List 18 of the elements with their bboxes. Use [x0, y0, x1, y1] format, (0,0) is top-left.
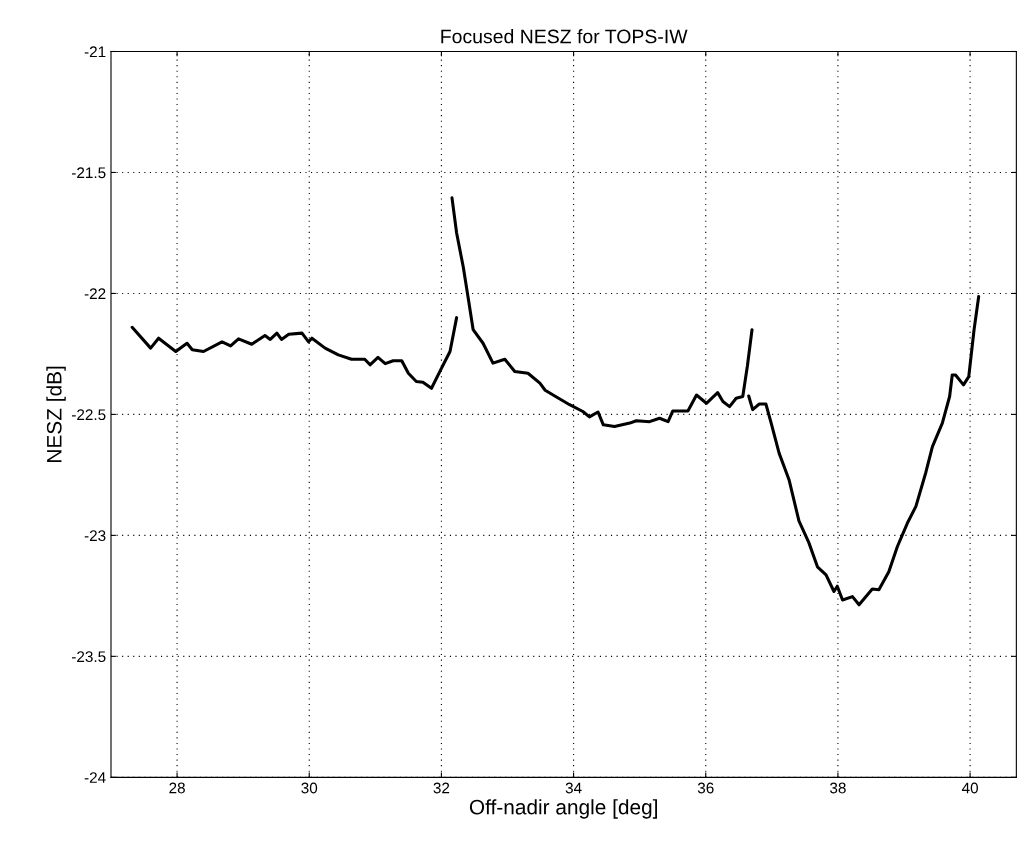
x-tick-label: 30: [301, 782, 318, 794]
y-tick-label: -22.5: [71, 409, 106, 421]
line-series: [130, 316, 459, 390]
y-axis-title: NESZ [dB]: [46, 366, 66, 462]
chart-title: Focused NESZ for TOPS-IW: [441, 29, 688, 44]
x-tick-label: 40: [961, 782, 978, 794]
x-axis-title: Off-nadir angle [deg]: [469, 799, 657, 819]
x-tick-label: 38: [830, 782, 846, 794]
y-tick-label: -23: [84, 530, 106, 542]
y-tick-label: -22: [84, 288, 106, 299]
y-tick-label: -21.5: [71, 167, 106, 179]
y-tick-label: -24: [84, 772, 106, 783]
y-tick-label: -21: [84, 46, 106, 58]
x-tick-label: 28: [169, 782, 185, 794]
x-tick-label: 36: [697, 782, 714, 794]
y-tick-label: -23.5: [71, 651, 106, 663]
x-tick-label: 32: [433, 782, 450, 794]
x-tick-label: 34: [565, 782, 582, 794]
